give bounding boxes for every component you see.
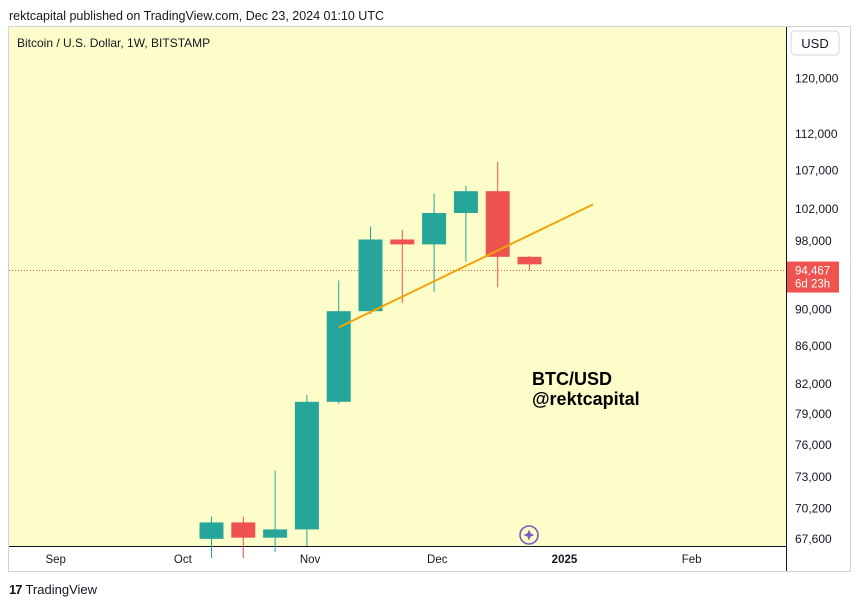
candle[interactable] (294, 394, 319, 546)
time-axis[interactable]: Sep Oct Nov Dec 2025 Feb (9, 546, 786, 567)
price-tick-label: 120,000 (795, 72, 839, 86)
published-header: rektcapital published on TradingView.com… (9, 9, 384, 23)
candle[interactable] (517, 255, 542, 271)
candle-body (326, 311, 351, 402)
candle-body (453, 191, 478, 213)
sparkle-circle-icon[interactable] (519, 525, 539, 545)
tradingview-logo-icon: 17 (9, 582, 23, 597)
marker-ring (519, 525, 539, 545)
candle-body (422, 212, 447, 245)
candle[interactable] (453, 185, 478, 262)
currency-button[interactable]: USD (790, 30, 840, 56)
price-axis[interactable]: 120,000 112,000 107,000 102,000 98,000 90,000… (786, 27, 839, 571)
candle[interactable] (390, 229, 415, 304)
price-tick-label: 73,000 (795, 470, 832, 484)
candle[interactable] (422, 193, 447, 292)
tradingview-brand: TradingView (25, 582, 98, 597)
time-tick-label: Feb (682, 554, 702, 566)
candle[interactable] (199, 516, 224, 559)
time-tick-label: Dec (427, 554, 448, 566)
candle-body (263, 529, 288, 538)
annotation-line-1: BTC/USD (532, 369, 612, 389)
candle[interactable] (358, 226, 383, 314)
last-price-countdown: 6d 23h (795, 279, 830, 291)
candle-body (199, 522, 224, 539)
candles (199, 161, 542, 559)
last-price-tag-bg (787, 261, 839, 293)
candle-body (231, 522, 256, 538)
plot-background (9, 27, 786, 546)
price-tick-label: 102,000 (795, 202, 839, 216)
price-tick-label: 67,600 (795, 532, 832, 546)
symbol-title: Bitcoin / U.S. Dollar, 1W, BITSTAMP (17, 36, 210, 50)
last-price-value: 94,467 (795, 266, 830, 278)
price-tick-label: 112,000 (795, 127, 838, 141)
time-tick-label: Oct (174, 554, 193, 566)
price-tick-label: 82,000 (795, 377, 832, 391)
price-tick-label: 76,000 (795, 438, 832, 452)
price-tick-label: 86,000 (795, 339, 832, 353)
chart-frame[interactable]: 120,000 112,000 107,000 102,000 98,000 90,000… (8, 26, 851, 572)
trendline[interactable] (338, 203, 594, 329)
candlestick-chart[interactable]: 120,000 112,000 107,000 102,000 98,000 90,000… (9, 27, 850, 571)
tradingview-footer[interactable]: 17 TradingView (9, 582, 97, 597)
currency-label: USD (801, 36, 828, 51)
candle-body (294, 401, 319, 530)
time-tick-label: Sep (45, 554, 65, 566)
time-tick-label: Nov (300, 554, 321, 566)
marker-sparkle (523, 529, 535, 541)
candle[interactable] (231, 516, 256, 559)
price-tick-label: 90,000 (795, 302, 832, 316)
price-tick-label: 79,000 (795, 407, 832, 421)
candle-body (517, 256, 542, 265)
candle[interactable] (263, 470, 288, 553)
price-tick-label: 98,000 (795, 234, 832, 248)
price-tick-label: 107,000 (795, 164, 839, 178)
price-tick-label: 70,200 (795, 502, 832, 516)
time-tick-label: 2025 (552, 554, 578, 566)
candle-body (358, 239, 383, 312)
candle[interactable] (326, 280, 351, 404)
candle-body (390, 239, 415, 245)
annotation-line-2: @rektcapital (532, 389, 640, 409)
